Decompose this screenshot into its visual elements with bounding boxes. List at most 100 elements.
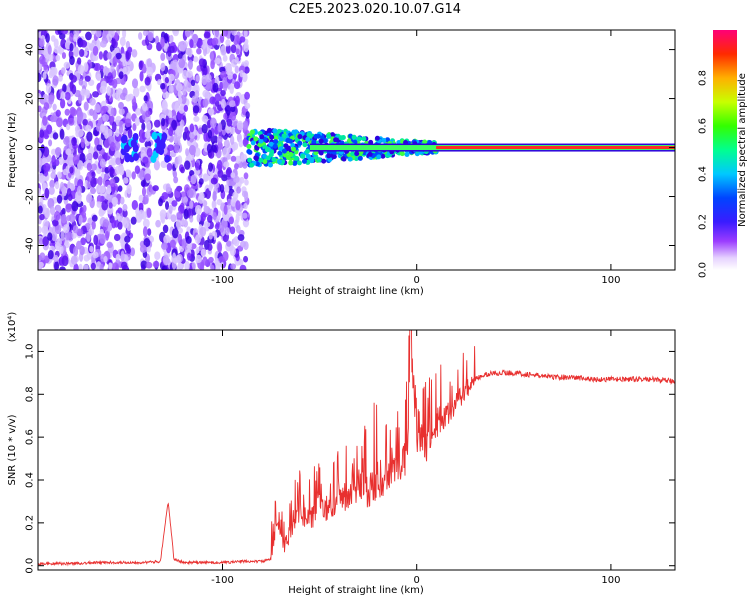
noise-blob xyxy=(48,139,52,146)
noise-blob xyxy=(61,214,67,223)
noise-blob xyxy=(147,58,152,68)
noise-blob xyxy=(244,191,248,201)
noise-blob xyxy=(142,187,146,197)
noise-blob xyxy=(111,219,116,228)
band-blob xyxy=(259,134,264,139)
band-blob xyxy=(288,160,293,165)
noise-blob xyxy=(60,129,65,140)
noise-blob xyxy=(108,263,112,270)
noise-blob xyxy=(220,184,224,193)
noise-blob xyxy=(56,117,63,127)
noise-blob xyxy=(92,215,98,222)
band-blob xyxy=(273,144,278,149)
noise-blob xyxy=(79,49,84,57)
noise-blob xyxy=(237,121,244,131)
noise-blob xyxy=(220,45,227,56)
noise-blob xyxy=(109,167,114,175)
noise-blob xyxy=(215,27,219,38)
band-blob xyxy=(300,154,305,159)
signal-blob xyxy=(133,153,139,161)
noise-blob xyxy=(104,139,109,149)
noise-blob xyxy=(66,148,72,155)
band-blob xyxy=(305,149,310,154)
band-blob xyxy=(267,128,272,133)
noise-blob xyxy=(63,224,70,233)
band-blob xyxy=(250,130,255,135)
noise-blob xyxy=(175,191,181,198)
noise-blob xyxy=(47,232,52,240)
noise-blob xyxy=(91,221,95,230)
noise-blob xyxy=(209,232,213,239)
noise-blob xyxy=(170,240,176,248)
noise-blob xyxy=(181,238,186,249)
band-blob xyxy=(361,136,366,141)
noise-blob xyxy=(100,159,106,168)
noise-blob xyxy=(38,206,43,214)
noise-blob xyxy=(211,177,218,184)
noise-blob xyxy=(184,105,188,112)
noise-blob xyxy=(174,143,179,153)
noise-blob xyxy=(45,33,50,43)
noise-blob xyxy=(48,45,52,55)
noise-blob xyxy=(135,117,140,126)
noise-blob xyxy=(82,205,86,213)
noise-blob xyxy=(75,168,80,179)
noise-blob xyxy=(56,55,60,61)
noise-blob xyxy=(147,32,153,41)
bottom-y-multiplier: (x10⁴) xyxy=(7,312,18,343)
noise-blob xyxy=(139,71,143,81)
band-blob xyxy=(326,153,331,158)
noise-blob xyxy=(145,110,150,117)
noise-blob xyxy=(230,263,236,269)
noise-blob xyxy=(244,172,249,179)
noise-blob xyxy=(173,27,179,36)
noise-blob xyxy=(50,206,55,215)
noise-blob xyxy=(146,122,151,132)
band-blob xyxy=(266,155,271,160)
noise-blob xyxy=(85,76,91,82)
noise-blob xyxy=(66,215,71,221)
noise-blob xyxy=(78,94,82,104)
noise-blob xyxy=(96,73,101,81)
noise-blob xyxy=(147,208,152,218)
noise-blob xyxy=(60,182,64,192)
noise-blob xyxy=(113,56,118,67)
noise-blob xyxy=(212,212,216,220)
noise-blob xyxy=(39,252,45,260)
y-tick-label: -20 xyxy=(25,188,36,204)
noise-blob xyxy=(68,194,73,201)
noise-blob xyxy=(147,228,151,236)
noise-blob xyxy=(86,232,91,242)
noise-blob xyxy=(89,98,95,106)
noise-blob xyxy=(107,242,113,248)
noise-blob xyxy=(168,85,173,94)
noise-blob xyxy=(115,166,120,175)
band-blob xyxy=(297,160,302,165)
noise-blob xyxy=(132,49,138,57)
noise-blob xyxy=(65,204,71,213)
noise-blob xyxy=(53,255,58,262)
band-blob xyxy=(269,135,274,140)
band-blob xyxy=(348,157,353,162)
noise-blob xyxy=(167,163,172,171)
noise-blob xyxy=(231,44,237,53)
noise-blob xyxy=(108,159,115,166)
noise-blob xyxy=(99,51,103,59)
noise-blob xyxy=(56,110,61,117)
noise-blob xyxy=(54,46,61,54)
noise-blob xyxy=(176,219,182,228)
noise-blob xyxy=(90,187,96,194)
noise-blob xyxy=(231,27,237,36)
signal-blob xyxy=(131,139,137,147)
noise-blob xyxy=(84,62,89,72)
noise-blob xyxy=(227,118,233,126)
colorbar-tick-label: 0.8 xyxy=(698,70,709,86)
noise-blob xyxy=(220,90,226,96)
band-blob xyxy=(302,159,307,164)
noise-blob xyxy=(202,124,208,133)
noise-blob xyxy=(49,71,54,78)
noise-blob xyxy=(161,215,165,224)
noise-blob xyxy=(240,265,247,273)
noise-blob xyxy=(240,70,244,78)
band-blob xyxy=(354,151,359,156)
